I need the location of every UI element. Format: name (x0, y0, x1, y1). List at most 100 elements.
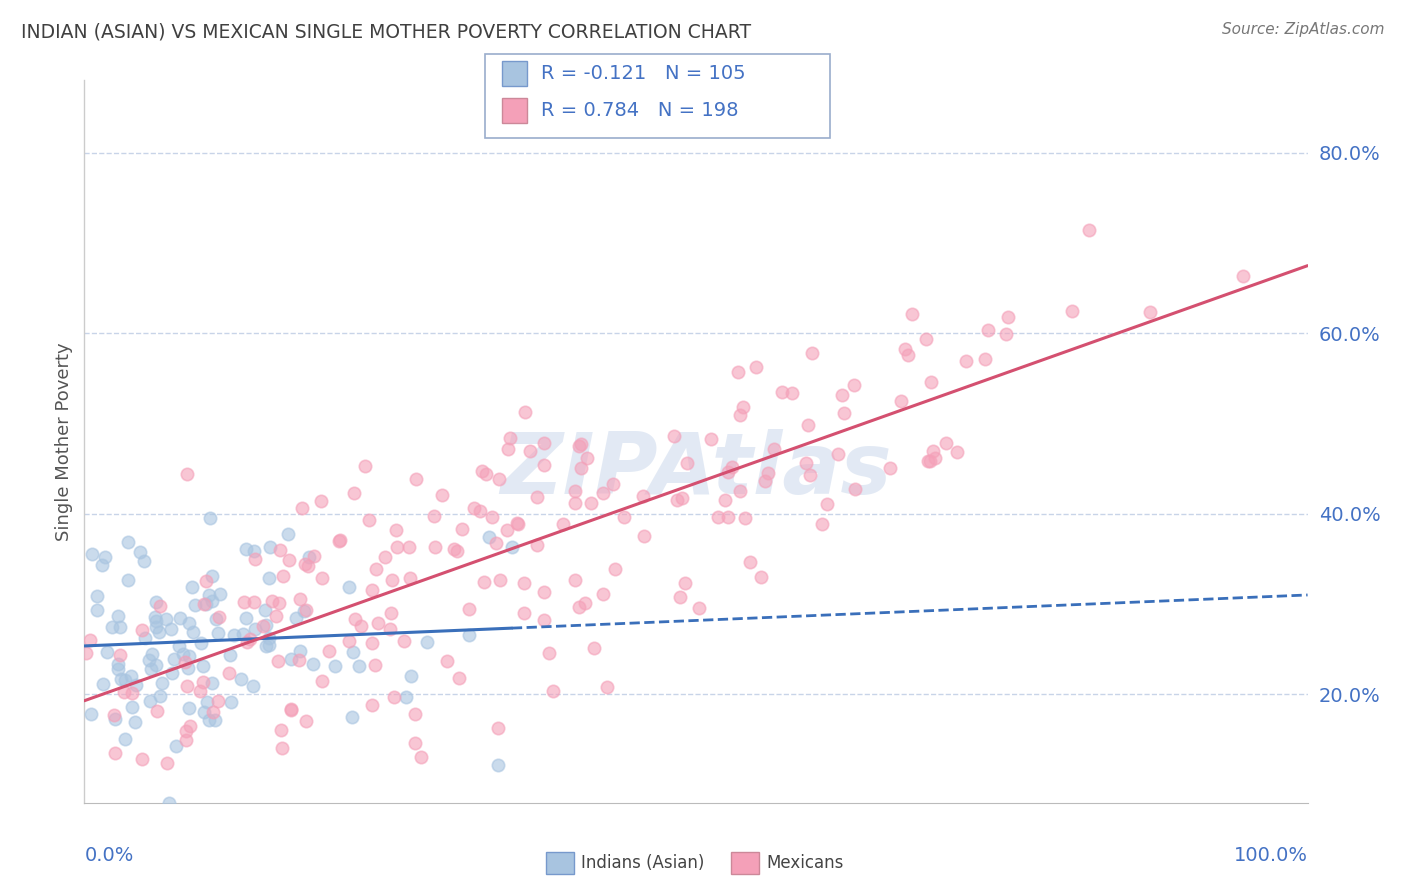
Point (451, 522, 474, 536)
Point (278, 552, 301, 566)
Point (343, 486, 366, 500)
Point (110, 672, 132, 686)
Point (302, 657, 325, 672)
Point (754, 475, 776, 489)
Point (124, 714, 146, 729)
Point (224, 628, 246, 642)
Point (633, 529, 655, 543)
Point (201, 593, 224, 607)
Point (894, 342, 917, 356)
Point (569, 437, 592, 451)
Point (380, 607, 402, 621)
Point (280, 702, 302, 716)
Point (799, 467, 821, 482)
Point (138, 694, 160, 708)
Point (974, 351, 997, 366)
Point (207, 694, 229, 708)
Point (96, 645, 118, 659)
Point (294, 557, 316, 571)
Point (257, 631, 280, 645)
Point (138, 653, 160, 667)
Point (436, 654, 458, 668)
Point (915, 332, 938, 346)
Point (243, 543, 266, 558)
Point (184, 598, 207, 612)
Point (350, 619, 373, 633)
Point (149, 599, 172, 613)
Point (946, 445, 969, 459)
Point (474, 467, 496, 481)
Point (579, 495, 602, 509)
Point (384, 523, 406, 537)
Point (236, 634, 259, 648)
Point (519, 444, 541, 458)
Text: Indians (Asian): Indians (Asian) (581, 855, 704, 872)
Point (794, 456, 817, 470)
Point (156, 756, 179, 771)
Point (458, 628, 481, 642)
Point (150, 676, 173, 690)
Point (148, 625, 170, 640)
Point (201, 676, 224, 690)
Point (181, 580, 204, 594)
Point (114, 732, 136, 747)
Point (382, 690, 405, 705)
Point (749, 570, 772, 584)
Point (125, 678, 148, 692)
Point (727, 365, 749, 379)
Point (242, 679, 264, 693)
Point (298, 549, 321, 564)
Point (235, 611, 257, 625)
Point (79, 706, 101, 721)
Point (673, 575, 696, 590)
Point (569, 461, 592, 475)
Point (79, 632, 101, 647)
Point (328, 534, 350, 549)
Point (564, 573, 586, 587)
Point (323, 659, 346, 673)
Point (513, 575, 536, 590)
Point (177, 661, 200, 675)
Point (273, 569, 295, 583)
Point (91, 677, 114, 691)
Point (398, 571, 420, 585)
Point (174, 724, 197, 739)
Point (583, 640, 606, 655)
Point (295, 603, 318, 617)
Point (506, 516, 529, 530)
Point (231, 672, 253, 686)
Point (267, 654, 290, 668)
Point (447, 671, 470, 685)
Point (176, 467, 198, 482)
Point (844, 482, 866, 496)
Point (713, 493, 735, 508)
Point (145, 658, 167, 673)
Point (208, 587, 231, 601)
Point (675, 456, 697, 470)
Point (458, 602, 481, 616)
Point (596, 681, 619, 695)
Point (201, 705, 224, 719)
Point (205, 611, 228, 625)
Point (165, 739, 187, 754)
Point (218, 666, 240, 681)
Point (280, 703, 302, 717)
Point (167, 640, 190, 654)
Point (291, 501, 314, 516)
Point (145, 615, 167, 629)
Point (488, 472, 510, 486)
Point (827, 446, 849, 460)
Point (287, 653, 309, 667)
Point (740, 555, 762, 569)
Point (404, 707, 426, 722)
Text: R = 0.784   N = 198: R = 0.784 N = 198 (541, 101, 738, 120)
Point (86, 602, 108, 616)
Point (190, 636, 212, 650)
Point (745, 359, 768, 374)
Point (149, 689, 172, 703)
Point (309, 494, 332, 508)
Point (195, 695, 218, 709)
Point (360, 698, 382, 713)
Point (191, 659, 214, 673)
Point (177, 649, 200, 664)
